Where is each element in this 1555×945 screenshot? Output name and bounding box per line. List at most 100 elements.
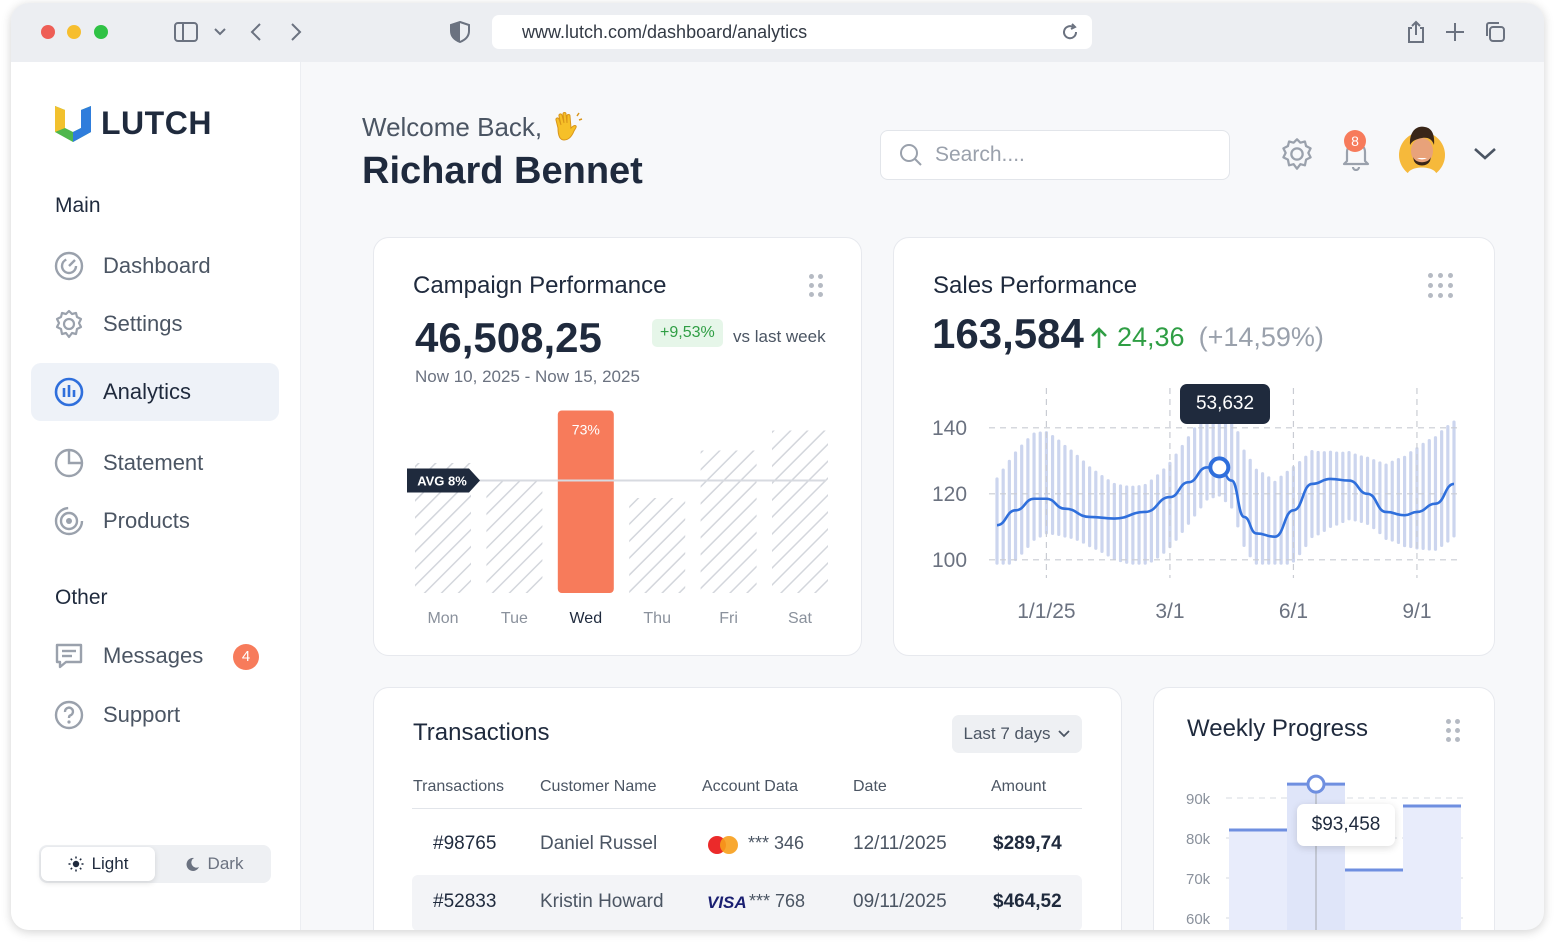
column-header-date[interactable]: Date [853, 778, 887, 795]
sidebar-item-label: Products [103, 508, 190, 533]
search-placeholder: Search.... [935, 143, 1025, 166]
transaction-id: #52833 [433, 891, 497, 912]
y-tick-label: 60k [1186, 911, 1211, 928]
sidebar-item-label: Statement [103, 450, 204, 475]
card-last-digits: *** 768 [749, 891, 806, 911]
visa-icon: VISA [707, 893, 747, 912]
sales-performance-card: Sales Performance 163,584 24,36 (+14,59%… [893, 237, 1495, 656]
address-bar[interactable]: www.lutch.com/dashboard/analytics [492, 15, 1092, 49]
user-avatar[interactable] [1397, 117, 1447, 187]
shield-icon[interactable] [447, 19, 473, 45]
sidebar-toggle-icon[interactable] [173, 19, 199, 45]
campaign-performance-card: Campaign Performance 46,508,25 +9,53% vs… [373, 237, 862, 656]
forward-icon[interactable] [283, 19, 309, 45]
target-icon [53, 505, 85, 537]
new-tab-icon[interactable] [1442, 19, 1468, 45]
campaign-menu-handle-icon[interactable] [809, 274, 823, 297]
sales-line-chart: 140 120 100 1/1/25 3/1 6/1 9/1 [932, 388, 1459, 623]
chevron-down-icon[interactable] [207, 19, 233, 45]
user-name-heading: Richard Bennet [362, 150, 643, 192]
column-header-account-data[interactable]: Account Data [702, 778, 799, 795]
sidebar-item-products[interactable]: Products [31, 492, 279, 550]
reload-icon[interactable] [1060, 22, 1080, 42]
y-tick-label: 140 [932, 417, 967, 440]
week-bar [1345, 870, 1403, 930]
sidebar-item-statement[interactable]: Statement [31, 434, 279, 492]
sidebar-item-label: Messages [103, 643, 204, 668]
bar-wed [557, 410, 614, 593]
search-icon [900, 144, 922, 166]
messages-count-badge: 4 [233, 644, 259, 670]
brand-logo[interactable]: LUTCH [53, 102, 212, 144]
sales-chart-tooltip: 53,632 [1180, 384, 1270, 424]
close-window-button[interactable] [41, 25, 55, 39]
week-bar [1229, 830, 1287, 930]
gear-icon [53, 308, 85, 340]
sales-menu-handle-icon[interactable] [1428, 273, 1453, 298]
campaign-compare-text: vs last week [733, 327, 826, 346]
maximize-window-button[interactable] [94, 25, 108, 39]
bar-thu [629, 498, 686, 593]
dark-theme-label: Dark [207, 854, 244, 873]
weekly-menu-handle-icon[interactable] [1446, 719, 1460, 742]
sales-delta-value: 24,36 [1117, 322, 1185, 352]
transaction-amount: $464,52 [993, 891, 1062, 912]
browser-window: www.lutch.com/dashboard/analytics LUTCH … [11, 3, 1544, 930]
date-filter-dropdown[interactable]: Last 7 days [952, 715, 1082, 753]
table-row[interactable]: #52833 Kristin Howard VISA *** 768 09/11… [412, 875, 1082, 930]
light-theme-label: Light [91, 854, 129, 873]
moon-icon [186, 857, 199, 871]
transaction-id: #98765 [433, 833, 497, 854]
section-label-main: Main [55, 194, 101, 217]
theme-toggle[interactable]: Light Dark [39, 845, 271, 883]
campaign-total-value: 46,508,25 [415, 314, 602, 361]
card-last-digits: *** 346 [748, 833, 805, 853]
x-tick-label: Tue [501, 610, 528, 627]
sidebar-item-analytics[interactable]: Analytics [31, 363, 279, 421]
waving-hand-icon [555, 112, 583, 141]
table-row[interactable]: #98765 Daniel Russel *** 346 12/11/2025 … [412, 817, 1082, 873]
transaction-date: 12/11/2025 [853, 833, 947, 854]
column-header-transactions[interactable]: Transactions [413, 778, 504, 795]
dark-theme-button[interactable]: Dark [159, 847, 269, 881]
column-header-amount[interactable]: Amount [991, 778, 1047, 795]
x-tick-label: 3/1 [1155, 600, 1184, 623]
column-header-customer-name[interactable]: Customer Name [540, 778, 657, 795]
bar-sat [772, 430, 828, 593]
minimize-window-button[interactable] [67, 25, 81, 39]
sales-title: Sales Performance [933, 272, 1138, 299]
highlight-point [1306, 774, 1326, 794]
profile-chevron-down-icon[interactable] [1465, 134, 1505, 174]
section-label-other: Other [55, 586, 108, 609]
bar-tue [486, 480, 543, 593]
sidebar-item-support[interactable]: Support [31, 686, 279, 744]
weekly-bar-chart: 90k 80k 70k 60k [1186, 774, 1464, 930]
header-divider [412, 808, 1082, 809]
light-theme-button[interactable]: Light [41, 847, 155, 881]
sales-total-value: 163,584 [932, 310, 1084, 357]
brand-name: LUTCH [101, 104, 212, 141]
x-tick-label: Sat [788, 610, 813, 627]
x-tick-label: 1/1/25 [1017, 600, 1075, 623]
x-tick-label: Fri [719, 610, 738, 627]
tabs-overview-icon[interactable] [1482, 19, 1508, 45]
y-tick-label: 120 [932, 483, 967, 506]
share-icon[interactable] [1403, 19, 1429, 45]
highlight-point [1208, 456, 1231, 479]
sales-delta: 24,36 (+14,59%) [1089, 322, 1324, 353]
back-icon[interactable] [243, 19, 269, 45]
search-input[interactable]: Search.... [880, 130, 1230, 180]
settings-gear-icon[interactable] [1277, 134, 1317, 174]
y-tick-label: 90k [1186, 791, 1211, 808]
sidebar-item-settings[interactable]: Settings [31, 295, 279, 353]
week-bar [1403, 806, 1461, 930]
customer-name: Kristin Howard [540, 891, 664, 912]
campaign-date-range: Now 10, 2025 - Now 15, 2025 [415, 367, 640, 386]
x-tick-label: Thu [643, 610, 671, 627]
weekly-title: Weekly Progress [1187, 715, 1368, 742]
x-tick-label: 6/1 [1279, 600, 1308, 623]
welcome-text: Welcome Back, [362, 111, 543, 142]
transaction-date: 09/11/2025 [853, 891, 947, 912]
sidebar-item-dashboard[interactable]: Dashboard [31, 237, 279, 295]
sidebar-item-messages[interactable]: Messages 4 [31, 627, 279, 685]
